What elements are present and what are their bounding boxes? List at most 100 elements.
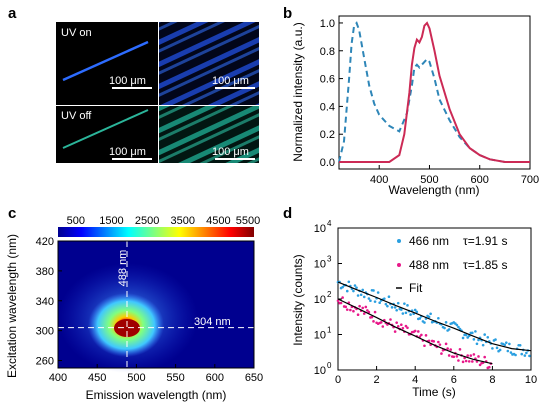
decay-point [464,333,468,337]
heatmap-peak [114,319,140,337]
decay-point [393,330,397,333]
decay-point [494,338,497,341]
uv-off-label: UV off [61,110,92,122]
x-tick-label: 600 [206,372,224,384]
decay-point [418,335,422,338]
decay-point [352,289,355,293]
decay-point [373,300,377,303]
y-tick-label: 10 [314,259,326,271]
plot-d-legend: 466 nm τ=1.91 s 488 nm τ=1.85 s Fit [396,234,507,295]
decay-point [395,308,398,312]
decay-point [390,306,394,309]
plot-c-ylabel: Excitation wavelength (nm) [5,234,19,378]
guide-vertical-label: 488 nm [117,250,129,287]
legend-marker [397,263,401,267]
plot-d-ylabel: Intensity (counts) [291,254,305,345]
y-tick-label: 1.0 [320,18,335,30]
decay-point [401,312,405,315]
decay-point [362,312,366,315]
y-tick-exponent: 4 [327,219,332,228]
decay-point [345,289,349,293]
decay-point [520,352,524,356]
decay-point [370,315,374,319]
decay-point [359,293,363,297]
y-tick-label: 0.4 [320,101,335,113]
x-tick-label: 2 [374,374,380,386]
decay-point [413,329,417,333]
plot-c-xlabel: Emission wavelength (nm) [86,388,227,402]
plot-d-fits [337,281,532,365]
decay-point [438,343,442,346]
x-tick-label: 8 [489,374,495,386]
decay-point [395,321,398,324]
decay-point [455,323,459,327]
decay-point [403,302,406,305]
scale-bar-label: 100 μm [109,146,146,158]
y-tick-label: 260 [36,356,54,368]
decay-point [396,325,400,328]
y-tick-label: 10 [314,223,326,235]
decay-point [415,310,419,314]
decay-point [440,352,443,355]
fit-line [337,281,532,352]
decay-point [477,338,480,342]
colorbar-tick-label: 2500 [135,215,159,227]
decay-point [369,299,372,302]
decay-point [477,355,480,358]
decay-point [472,353,476,356]
decay-point [509,351,513,354]
decay-point [400,308,403,311]
decay-point [455,355,459,358]
decay-point [406,326,409,330]
legend-466-tau: τ=1.91 s [463,234,507,248]
x-tick-label: 500 [127,372,145,384]
micrograph-uv-off-single [56,106,158,163]
decay-point [409,313,412,316]
decay-point [437,316,440,320]
legend-466: 466 nm [409,234,449,248]
decay-point [495,346,499,350]
decay-point [355,286,358,289]
legend-marker [397,239,401,243]
decay-point [427,315,431,319]
decay-point [449,348,453,351]
decay-point [361,306,365,310]
decay-point [457,359,460,362]
decay-point [452,355,456,359]
y-tick-label: 0.2 [320,129,335,141]
x-tick-label: 400 [49,372,67,384]
decay-point [423,321,426,324]
plot-b-ylabel: Normalized intensity (a.u.) [291,22,305,161]
y-tick-label: 0.0 [320,157,335,169]
decay-point [358,304,361,308]
panel-letter-c: c [8,205,16,222]
y-tick-exponent: 1 [327,326,332,335]
decay-point [364,305,368,309]
panel-c: 500 1500 2500 3500 4500 5500 488 nm 304 nm 40… [5,215,263,402]
micrograph-uv-on-bundle [159,22,259,105]
decay-point [446,347,449,350]
colorbar [58,227,254,237]
x-tick-label: 450 [88,372,106,384]
decay-point [352,309,355,313]
legend-fit: Fit [409,281,423,295]
colorbar-tick-label: 5500 [236,215,260,227]
decay-point [406,304,409,307]
y-tick-label: 0.8 [320,46,335,58]
decay-point [341,285,344,289]
micrograph-uv-off-bundle [159,106,259,163]
decay-point [474,330,477,333]
y-tick-exponent: 0 [327,361,332,370]
decay-point [339,301,343,305]
decay-point [478,363,482,367]
decay-point [481,343,485,347]
x-tick-label: 500 [420,174,438,186]
panel-b: 400 500 600 700 0.0 0.2 0.4 0.6 0.8 1.0 Wavelengt… [291,15,539,197]
x-tick-label: 600 [471,174,489,186]
y-tick-label: 380 [36,266,54,278]
decay-point [461,336,465,340]
decay-point [367,310,371,314]
decay-point [381,325,385,328]
decay-point [447,354,451,357]
